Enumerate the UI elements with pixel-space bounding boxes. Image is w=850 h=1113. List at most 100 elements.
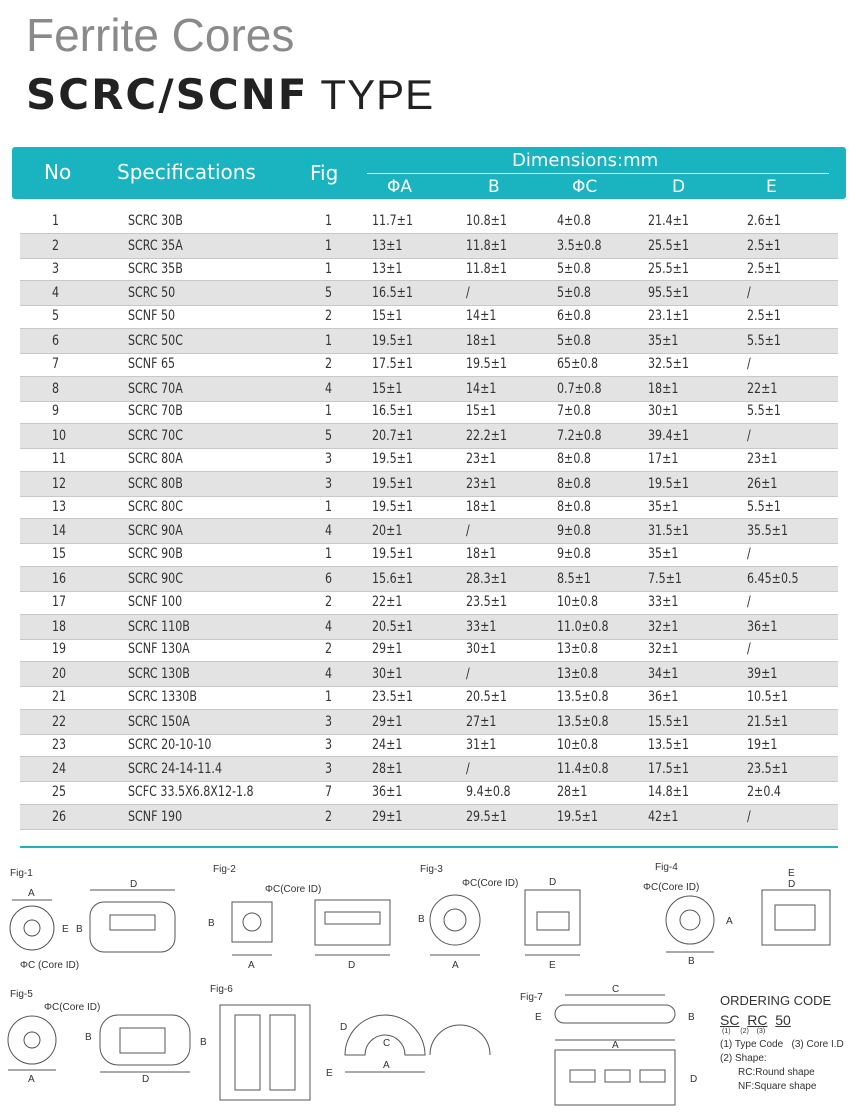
cell-no: 8: [52, 380, 60, 397]
cell-d: 34±1: [648, 666, 679, 683]
cell-b: 27±1: [466, 713, 497, 730]
cell-d: 15.5±1: [648, 713, 690, 730]
svg-text:C: C: [383, 1038, 390, 1049]
cell-spec: SCRC 35A: [128, 237, 183, 254]
table-row: 18 SCRC 110B 4 20.5±1 33±1 11.0±0.8 32±1 36±1: [20, 613, 838, 640]
fig5-label: Fig-5: [10, 989, 33, 1000]
cell-c: 13±0.8: [557, 666, 599, 683]
svg-text:A: A: [726, 916, 733, 927]
cell-c: 0.7±0.8: [557, 380, 602, 397]
fig1-label: Fig-1: [10, 868, 33, 879]
cell-b: 20.5±1: [466, 689, 508, 705]
fig7-label: Fig-7: [520, 992, 543, 1003]
cell-e: 5.5±1: [747, 333, 781, 349]
cell-b: 9.4±0.8: [466, 784, 511, 801]
table-row: 21 SCRC 1330B 1 23.5±1 20.5±1 13.5±0.8 36±1 10.…: [20, 685, 838, 709]
table-header: No Specifications Fig Dimensions:mm ΦA B…: [12, 147, 846, 199]
svg-text:E: E: [62, 924, 69, 935]
table-row: 17 SCNF 100 2 22±1 23.5±1 10±0.8 33±1 /: [20, 590, 838, 614]
cell-b: /: [466, 523, 470, 540]
cell-c: 8±0.8: [557, 451, 591, 467]
header-no: No: [44, 160, 72, 184]
svg-text:B: B: [85, 1032, 92, 1043]
svg-text:ΦC(Core ID): ΦC(Core ID): [44, 1002, 100, 1013]
cell-no: 15: [52, 546, 67, 563]
cell-c: 3.5±0.8: [557, 237, 602, 254]
svg-text:E: E: [535, 1012, 542, 1023]
cell-c: 13.5±0.8: [557, 689, 609, 705]
cell-no: 7: [52, 355, 60, 372]
cell-d: 32±1: [648, 641, 679, 658]
cell-a: 15.6±1: [372, 571, 414, 587]
legend-shape: (2) Shape:: [720, 1053, 767, 1064]
page-subtitle: SCRC/SCNF TYPE: [26, 70, 434, 119]
cell-fig: 6: [325, 571, 333, 587]
cell-b: 23±1: [466, 451, 497, 467]
cell-fig: 2: [325, 593, 333, 610]
cell-b: 19.5±1: [466, 355, 508, 372]
cell-no: 23: [52, 736, 67, 753]
header-dimensions: Dimensions:mm: [512, 150, 659, 171]
cell-spec: SCRC 70B: [128, 403, 183, 420]
cell-no: 21: [52, 689, 67, 705]
cell-fig: 2: [325, 809, 333, 825]
cell-e: 2.5±1: [747, 237, 781, 254]
cell-e: 5.5±1: [747, 498, 781, 515]
cell-e: 19±1: [747, 736, 778, 753]
cell-d: 25.5±1: [648, 260, 690, 277]
index-1: (1): [722, 1028, 731, 1035]
cell-e: 23±1: [747, 451, 778, 467]
cell-a: 19.5±1: [372, 498, 414, 515]
table-row: 25 SCFC 33.5X6.8X12-1.8 7 36±1 9.4±0.8 28±1 14…: [20, 780, 838, 804]
cell-c: 5±0.8: [557, 333, 591, 349]
cell-c: 11.4±0.8: [557, 761, 609, 778]
cell-d: 35±1: [648, 498, 679, 515]
cell-c: 8±0.8: [557, 475, 591, 492]
code-part-2: RC: [747, 1012, 768, 1028]
cell-b: 23.5±1: [466, 593, 508, 610]
cell-e: /: [747, 428, 751, 445]
header-a: ΦA: [387, 177, 413, 197]
cell-spec: SCRC 110B: [128, 618, 190, 635]
cell-b: 18±1: [466, 546, 497, 563]
table-row: 15 SCRC 90B 1 19.5±1 18±1 9±0.8 35±1 /: [20, 542, 838, 566]
table-row: 2 SCRC 35A 1 13±1 11.8±1 3.5±0.8 25.5±1 2.5±1: [20, 232, 838, 259]
cell-fig: 4: [325, 380, 333, 397]
cell-spec: SCNF 190: [128, 809, 183, 825]
svg-text:A: A: [383, 1060, 390, 1071]
cell-spec: SCRC 80C: [128, 498, 183, 515]
cell-b: 10.8±1: [466, 213, 508, 229]
cell-spec: SCNF 65: [128, 355, 176, 372]
cell-e: 2±0.4: [747, 784, 781, 801]
cell-a: 13±1: [372, 260, 403, 277]
header-e: E: [766, 177, 777, 197]
cell-d: 35±1: [648, 333, 679, 349]
legend-square: NF:Square shape: [738, 1081, 817, 1092]
cell-b: 22.2±1: [466, 428, 508, 445]
cell-c: 8.5±1: [557, 571, 591, 587]
cell-c: 7.2±0.8: [557, 428, 602, 445]
cell-fig: 2: [325, 355, 333, 372]
svg-text:D: D: [340, 1022, 347, 1033]
cell-a: 29±1: [372, 809, 403, 825]
cell-e: 22±1: [747, 380, 778, 397]
cell-c: 8±0.8: [557, 498, 591, 515]
fig2-label: Fig-2: [213, 864, 236, 875]
cell-e: /: [747, 546, 751, 563]
cell-a: 29±1: [372, 713, 403, 730]
cell-fig: 1: [325, 403, 333, 420]
cell-no: 2: [52, 237, 60, 254]
svg-text:A: A: [28, 1074, 35, 1085]
cell-fig: 3: [325, 761, 333, 778]
cell-fig: 1: [325, 689, 333, 705]
cell-no: 17: [52, 593, 67, 610]
cell-b: /: [466, 285, 470, 302]
cell-spec: SCNF 50: [128, 308, 176, 325]
cell-fig: 5: [325, 285, 333, 302]
cell-e: /: [747, 355, 751, 372]
cell-c: 4±0.8: [557, 213, 591, 229]
cell-c: 11.0±0.8: [557, 618, 609, 635]
table-row: 1 SCRC 30B 1 11.7±1 10.8±1 4±0.8 21.4±1 2.6±1: [20, 209, 838, 233]
cell-d: 18±1: [648, 380, 679, 397]
